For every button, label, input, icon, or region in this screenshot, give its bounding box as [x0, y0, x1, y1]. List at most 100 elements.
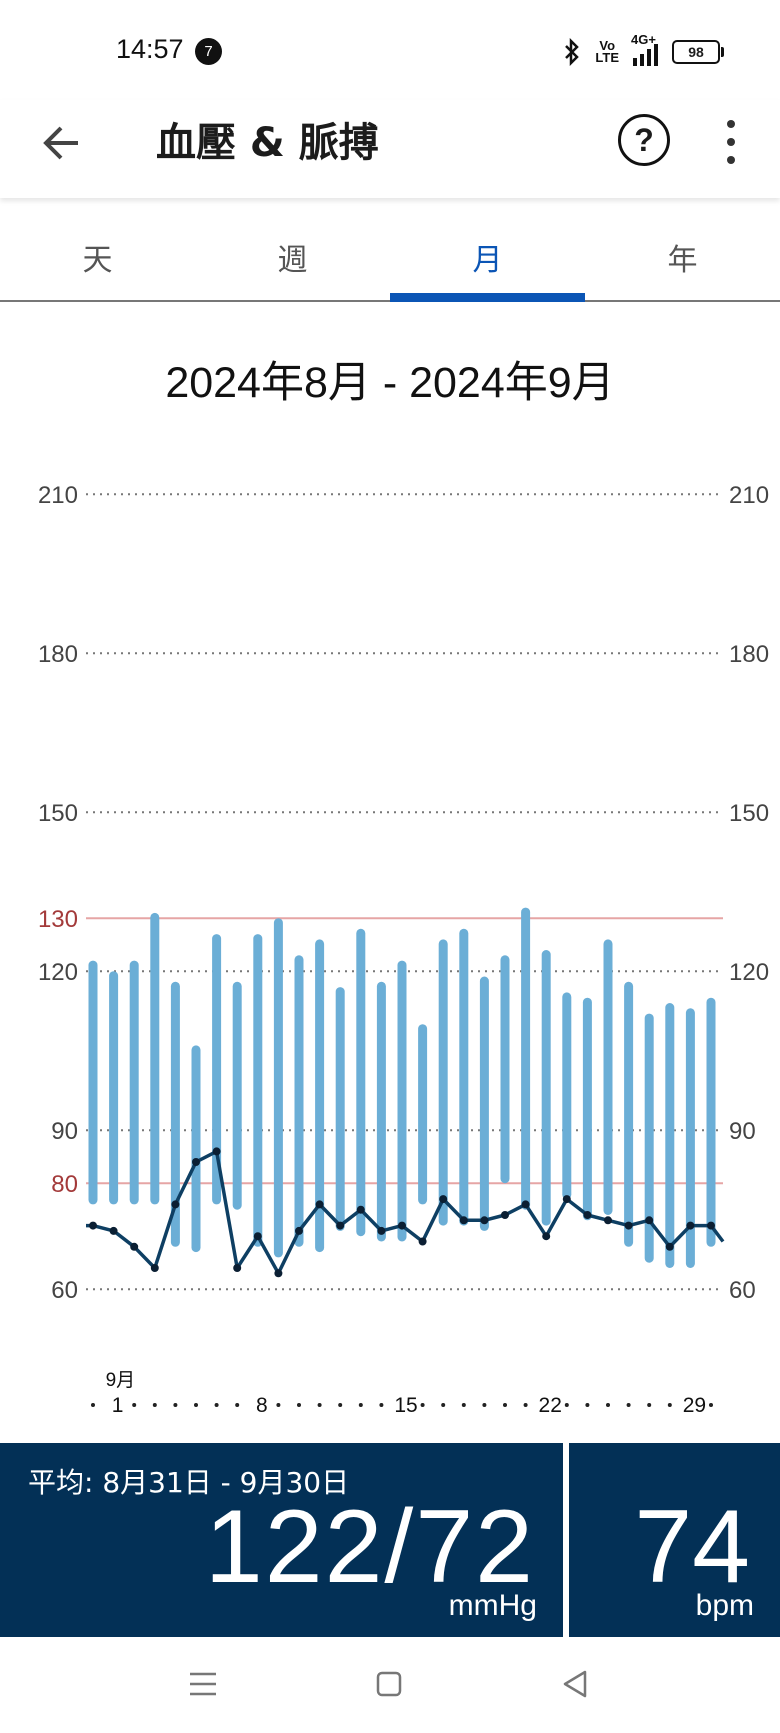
pulse-point: [377, 1226, 386, 1235]
period-tabs: 天 週 月 年: [0, 212, 780, 302]
y-tick-right: 150: [729, 800, 769, 827]
bp-bar: [500, 955, 510, 1184]
status-icons: Vo LTE 4G+ 98: [563, 33, 724, 68]
bp-bar: [150, 912, 160, 1205]
pulse-point: [583, 1211, 592, 1219]
y-tick-right: 90: [729, 1118, 756, 1145]
tab-day[interactable]: 天: [82, 243, 113, 278]
bp-bar: [644, 1013, 654, 1263]
back-button[interactable]: [36, 118, 86, 168]
x-tick-label: 1: [112, 1394, 124, 1417]
average-bp-value: 122/72: [204, 1489, 535, 1605]
pulse-point: [89, 1221, 97, 1230]
volte-indicator: Vo LTE: [595, 38, 619, 65]
pulse-point: [212, 1147, 221, 1156]
pulse-point: [665, 1242, 674, 1251]
bp-bar: [665, 1003, 675, 1268]
x-tick-label: 15: [394, 1394, 417, 1417]
pulse-point: [192, 1158, 200, 1166]
pulse-point: [150, 1264, 159, 1272]
y-tick-red: 130: [38, 906, 78, 933]
bp-bar: [438, 939, 448, 1226]
x-tick-dot: [606, 1403, 610, 1407]
y-tick-left: 180: [38, 641, 78, 668]
battery-indicator: 98: [672, 40, 724, 64]
tab-week[interactable]: 週: [277, 243, 308, 278]
bp-bar: [541, 950, 551, 1226]
average-pulse-panel: 74 bpm: [569, 1443, 780, 1637]
bp-pulse-chart: 2102101801801501501201209090606030301308…: [38, 482, 769, 1440]
pulse-point: [501, 1211, 509, 1219]
pulse-point: [398, 1221, 406, 1230]
bp-unit: mmHg: [448, 1589, 537, 1622]
pulse-point: [521, 1200, 530, 1209]
status-time: 14:57: [116, 34, 184, 64]
bp-bar: [562, 992, 572, 1200]
tab-month[interactable]: 月: [390, 212, 585, 302]
x-tick-dot: [626, 1403, 631, 1407]
back-arrow-icon: [43, 126, 78, 160]
x-tick-dot: [482, 1403, 487, 1407]
recent-apps-button[interactable]: [178, 1659, 228, 1709]
x-tick-dot: [709, 1403, 713, 1407]
x-tick-dot: [297, 1403, 301, 1407]
bp-bar: [129, 960, 139, 1205]
y-tick-right: 210: [729, 482, 769, 509]
navigation-bar: [0, 1637, 780, 1733]
bluetooth-icon: [565, 38, 580, 66]
x-tick-dot: [132, 1403, 137, 1407]
x-tick-dot: [523, 1403, 528, 1407]
x-tick-dot: [461, 1403, 466, 1407]
bp-bar: [88, 960, 98, 1205]
bp-bar: [232, 981, 242, 1210]
x-tick-dot: [317, 1403, 322, 1407]
pulse-point: [253, 1232, 262, 1241]
x-tick-label: 8: [256, 1394, 268, 1417]
pulse-point: [562, 1195, 571, 1204]
x-tick-dot: [647, 1403, 652, 1407]
average-bp-panel: 平均: 8月31日 - 9月30日 122/72 mmHg: [0, 1443, 563, 1637]
help-button[interactable]: ?: [618, 114, 670, 166]
bp-bar: [397, 960, 407, 1242]
bp-bar: [273, 918, 283, 1258]
x-tick-dot: [503, 1403, 507, 1407]
network-type: 4G+: [631, 32, 656, 47]
x-tick-label: 29: [683, 1394, 706, 1417]
pulse-point: [459, 1216, 468, 1225]
average-label: 平均: 8月31日 - 9月30日: [28, 1466, 350, 1499]
x-tick-dot: [214, 1403, 219, 1407]
y-tick-left: 150: [38, 800, 78, 827]
bp-bar: [459, 928, 469, 1226]
pulse-point: [356, 1205, 365, 1214]
x-tick-dot: [173, 1403, 178, 1407]
tab-year[interactable]: 年: [667, 243, 698, 278]
bp-bar: [294, 955, 304, 1247]
menu-icon: [190, 1672, 216, 1696]
notification-count-badge: 7: [195, 38, 222, 65]
x-tick-dot: [276, 1403, 281, 1407]
back-nav-button[interactable]: [550, 1659, 600, 1709]
y-tick-left: 120: [38, 959, 78, 986]
bp-bar: [685, 1008, 695, 1268]
bp-bar: [603, 939, 613, 1215]
y-tick-right: 180: [729, 641, 769, 668]
pulse-point: [109, 1226, 118, 1235]
bp-bar: [212, 934, 222, 1205]
x-tick-dot: [194, 1403, 198, 1407]
bp-bar: [479, 976, 489, 1231]
home-button[interactable]: [364, 1659, 414, 1709]
pulse-point: [418, 1237, 427, 1246]
signal-icon: 4G+: [631, 33, 658, 66]
more-options-icon[interactable]: [716, 116, 746, 172]
pulse-point: [707, 1221, 715, 1230]
x-tick-dot: [152, 1403, 157, 1407]
pulse-point: [604, 1216, 612, 1225]
summary-panel: 平均: 8月31日 - 9月30日 122/72 mmHg 74 bpm: [0, 1443, 780, 1637]
y-tick-left: 30: [51, 1436, 78, 1440]
bp-bar: [624, 981, 634, 1247]
y-tick-left: 60: [51, 1277, 78, 1304]
y-tick-red: 80: [51, 1171, 78, 1198]
page-title: 血壓 & 脈搏: [156, 120, 379, 166]
bp-bar: [376, 981, 386, 1242]
pulse-point: [686, 1221, 695, 1230]
